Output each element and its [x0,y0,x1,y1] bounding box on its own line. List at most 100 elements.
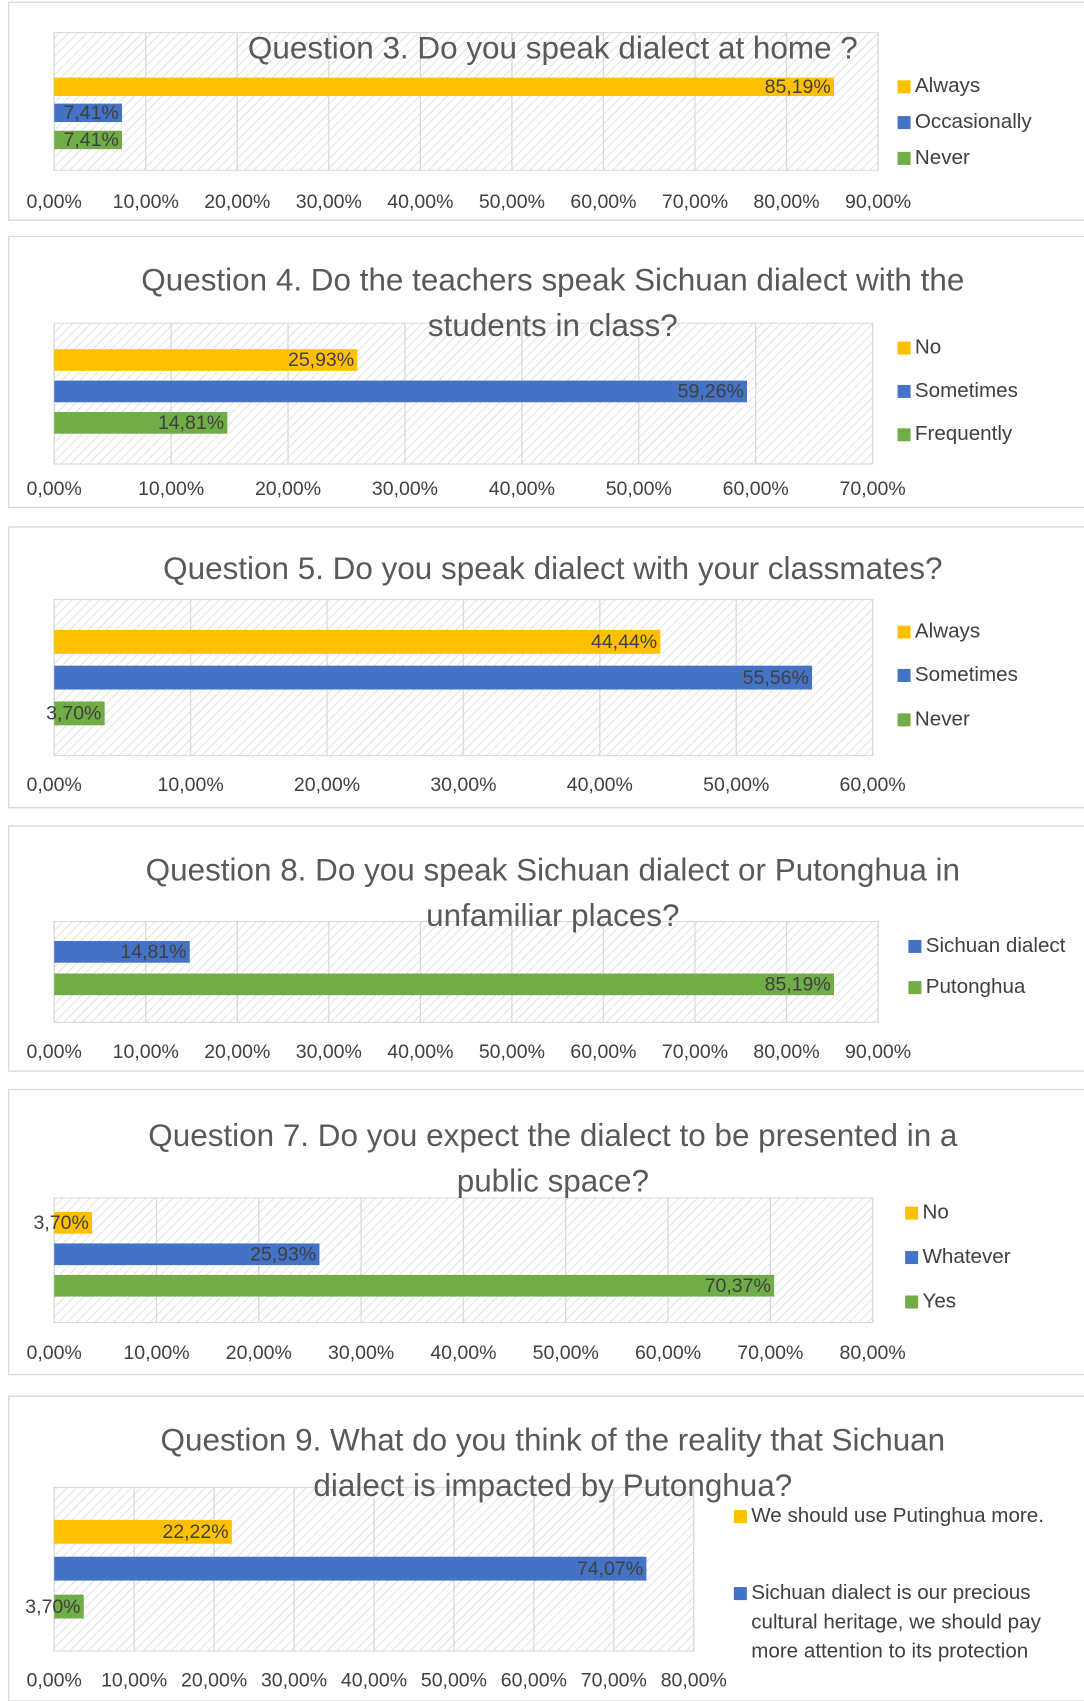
legend-label: No [922,1201,949,1224]
legend-swatch [733,1587,747,1601]
legend-label: Occasionally [914,110,1032,134]
x-tick-label: 50,00% [606,478,672,500]
x-tick-label: 60,00% [635,1342,701,1364]
bar [54,941,190,963]
x-tick-label: 50,00% [479,191,545,213]
x-tick-label: 30,00% [430,774,496,796]
bar [54,103,123,123]
x-tick-label: 60,00% [840,774,906,796]
x-tick-label: 60,00% [570,191,636,213]
x-tick-label: 40,00% [387,191,453,213]
legend-swatch [908,981,922,995]
legend-label-box: Always [914,74,981,98]
legend-label: Sometimes [914,379,1018,403]
chart-title-box: Question 7. Do you expect the dialect to… [148,1118,958,1200]
data-label: 14,81% [120,941,186,963]
bar [54,130,123,150]
data-label: 7,41% [63,129,118,151]
x-tick-label: 70,00% [737,1342,803,1364]
bar [54,1594,84,1619]
x-tick-label: 30,00% [261,1670,327,1692]
x-tick-label: 80,00% [661,1670,727,1692]
x-tick-label: 70,00% [581,1670,647,1692]
legend-label: Never [914,146,970,170]
chart-title-box: Question 8. Do you speak Sichuan dialect… [146,853,960,933]
legend-label: Yes [922,1290,957,1313]
legend-label-box: Frequently [915,423,1012,446]
chart-title: Question 7. Do you expect the dialect to… [148,1118,958,1200]
legend-label: Sichuan dialect [925,934,1066,958]
legend-label-box: Putonghua [926,976,1026,999]
legend-label: Never [914,707,970,731]
x-tick-label: 10,00% [158,774,224,796]
x-tick-label: 70,00% [662,1041,728,1063]
legend-swatch [897,713,911,727]
bar [54,380,748,403]
chart-title-box: Question 3. Do you speak dialect at home… [248,32,858,67]
x-tick-label: 30,00% [328,1342,394,1364]
bar [54,412,228,434]
legend-swatch [897,384,911,398]
legend-swatch [733,1510,747,1524]
legend-label: Always [914,74,981,98]
chart-title: Question 5. Do you speak dialect with yo… [163,551,943,587]
legend-label-box: Sometimes [915,664,1018,687]
x-tick-label: 10,00% [123,1342,189,1364]
data-label: 70,37% [705,1275,771,1297]
x-tick-label: 40,00% [387,1041,453,1063]
legend-label-box: Occasionally [914,110,1032,134]
data-label: 59,26% [678,381,744,403]
legend-swatch [908,939,922,953]
x-tick-label: 40,00% [489,478,555,500]
x-tick-label: 20,00% [204,1041,270,1063]
x-tick-label: 10,00% [113,191,179,213]
x-tick-label: 20,00% [181,1670,247,1692]
data-label: 74,07% [577,1558,643,1580]
x-tick-label: 50,00% [533,1342,599,1364]
x-tick-label: 90,00% [845,1041,911,1063]
bar [54,701,105,726]
x-tick-label: 0,00% [27,191,82,213]
legend-label-box: Whatever [922,1246,1010,1269]
legend-label-box: Always [915,620,980,643]
data-label: 85,19% [765,76,831,98]
legend-swatch [905,1206,919,1220]
data-label: 44,44% [591,631,657,653]
x-tick-label: 0,00% [27,478,82,500]
x-tick-label: 10,00% [113,1041,179,1063]
x-tick-label: 10,00% [101,1670,167,1692]
data-label: 22,22% [162,1521,228,1543]
legend-swatch [897,625,911,639]
legend-label-box: No [922,1201,949,1224]
chart-title-box: Question 5. Do you speak dialect with yo… [163,551,943,587]
x-tick-label: 0,00% [27,1342,82,1364]
legend-label-box: We should use Putinghua more. [751,1505,1044,1528]
bar [54,1212,93,1234]
bar [54,1243,320,1266]
plot-area [53,920,879,1023]
x-tick-label: 40,00% [430,1342,496,1364]
x-tick-label: 80,00% [753,191,819,213]
x-tick-label: 30,00% [296,191,362,213]
x-tick-label: 50,00% [421,1670,487,1692]
data-label: 25,93% [250,1244,316,1266]
chart-title: Question 4. Do the teachers speak Sichua… [141,263,965,344]
x-tick-label: 40,00% [567,774,633,796]
legend-swatch [897,428,911,442]
x-tick-label: 40,00% [341,1670,407,1692]
data-label: 3,70% [46,703,101,725]
bar [54,629,661,654]
x-tick-label: 60,00% [570,1041,636,1063]
x-tick-label: 80,00% [840,1342,906,1364]
legend-label: No [914,336,942,359]
data-label: 7,41% [63,102,118,124]
x-tick-label: 50,00% [479,1041,545,1063]
x-tick-label: 0,00% [27,774,82,796]
data-label: 55,56% [743,667,809,689]
chart-title-box: Question 4. Do the teachers speak Sichua… [141,263,965,344]
bar [54,1274,775,1297]
chart-title: Question 9. What do you think of the rea… [160,1423,946,1504]
legend-label-box: Sichuan dialect [925,934,1066,958]
x-tick-label: 60,00% [501,1670,567,1692]
